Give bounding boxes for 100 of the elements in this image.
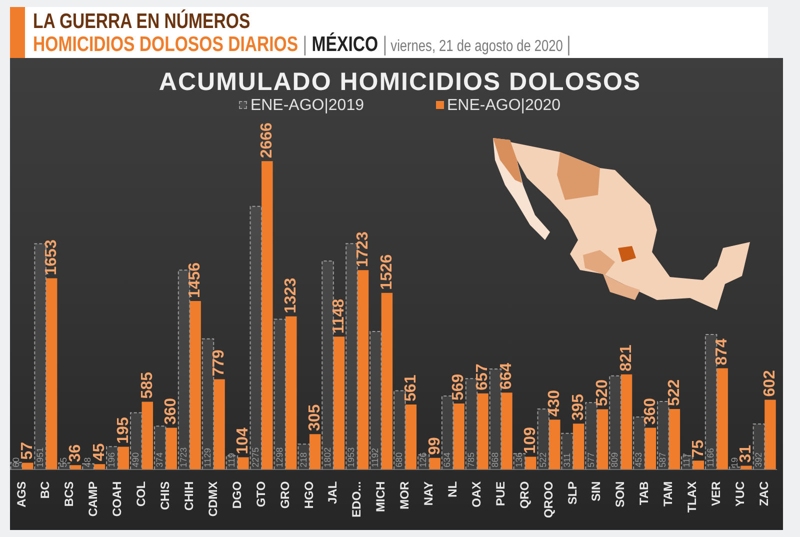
bar (596, 409, 608, 470)
x-tick-label: AGS (14, 481, 28, 508)
data-label: 31 (738, 444, 755, 463)
bar (46, 278, 58, 470)
bar (94, 464, 106, 470)
data-label: 522 (538, 452, 548, 468)
x-tick-label: QRO (517, 481, 532, 509)
data-label: 1148 (330, 298, 348, 334)
bar (357, 270, 369, 470)
x-tick-label: SLP (565, 481, 580, 505)
data-label: 99 (426, 436, 444, 455)
data-label: 1526 (378, 254, 396, 290)
bar (405, 404, 417, 470)
data-label: 453 (634, 452, 644, 468)
data-label: 374 (154, 452, 165, 468)
data-label: 1456 (186, 262, 204, 298)
x-tick-label: CHIS (158, 481, 172, 510)
data-label: 522 (666, 379, 683, 406)
x-tick-label: CAMP (86, 481, 100, 517)
data-label: 36 (66, 444, 84, 462)
data-label: 1951 (34, 447, 45, 468)
text: LA GUERRA EN NÚMEROS (33, 10, 250, 34)
bar (668, 408, 680, 470)
bar (262, 161, 273, 470)
x-tick-label: CDMX (206, 481, 220, 517)
x-tick-label: EDO... (350, 481, 364, 518)
data-label: 561 (402, 374, 420, 402)
bar (118, 446, 130, 470)
bar (525, 456, 536, 470)
bar (429, 458, 440, 470)
data-label: 360 (162, 398, 180, 425)
bar (238, 457, 249, 470)
bar (142, 402, 154, 470)
x-tick-label: MOR (398, 481, 412, 510)
data-label: 1298 (274, 447, 284, 468)
bar (166, 428, 177, 470)
data-label: 1323 (282, 278, 300, 314)
bar (764, 400, 776, 470)
x-tick-label: VER (709, 481, 723, 506)
x-tick-label: SIN (589, 481, 604, 502)
data-label: 57 (19, 442, 36, 460)
data-label: 809 (610, 452, 620, 468)
data-label: 195 (114, 416, 132, 444)
bar (453, 404, 464, 470)
data-label: 657 (474, 364, 492, 390)
data-label: 577 (586, 452, 596, 468)
data-label: 395 (570, 394, 587, 421)
bar (740, 466, 752, 470)
data-label: 520 (594, 379, 611, 406)
data-label: 75 (690, 440, 707, 458)
bar (549, 420, 560, 470)
x-tick-label: TLAX (685, 481, 700, 513)
data-label: 430 (546, 390, 564, 417)
x-tick-label: BC (38, 481, 52, 499)
x-tick-label: NL (445, 481, 460, 498)
bar (644, 428, 656, 470)
data-label: 680 (394, 452, 404, 468)
data-label: 1653 (42, 240, 60, 276)
data-label: 1723 (354, 231, 372, 268)
data-label: 785 (466, 452, 476, 468)
data-label: 360 (642, 398, 659, 425)
data-label: 602 (762, 370, 779, 397)
data-label: 569 (450, 374, 468, 401)
bar (692, 460, 704, 470)
bar (501, 392, 512, 470)
data-label: 1129 (202, 448, 212, 468)
data-label: 2275 (250, 447, 260, 468)
bar (572, 424, 584, 470)
bar (333, 336, 345, 470)
x-tick-label: YUC (732, 481, 747, 507)
data-label: 634 (442, 452, 452, 468)
x-tick-label: TAB (637, 481, 652, 506)
legend-label: ENE-AGO|2019 (250, 97, 364, 114)
data-label: 1802 (322, 447, 332, 468)
data-label: 874 (714, 338, 731, 366)
bar (214, 379, 225, 470)
x-tick-label: TAM (661, 481, 676, 506)
x-tick-label: QROO (541, 481, 556, 518)
bar (381, 292, 393, 470)
data-label: 821 (618, 344, 635, 372)
data-label: 664 (498, 362, 516, 390)
bar (477, 393, 488, 470)
data-label: 196 (106, 452, 117, 468)
data-label: 1192 (370, 448, 380, 468)
x-tick-label: NAY (422, 481, 436, 506)
data-label: 392 (753, 452, 764, 468)
data-label: 109 (522, 426, 540, 454)
data-label: 490 (130, 452, 141, 468)
x-tick-label: CHIH (182, 481, 196, 511)
bar (620, 374, 632, 470)
x-tick-label: JAL (326, 481, 340, 504)
legend-label: ENE-AGO|2020 (447, 97, 561, 114)
data-label: 119 (226, 452, 236, 468)
x-tick-label: OAX (469, 481, 484, 508)
bar (309, 434, 321, 470)
bar (285, 316, 297, 470)
bar (70, 465, 82, 470)
data-label: 104 (234, 428, 252, 454)
x-tick-label: GTO (254, 481, 268, 508)
bar (22, 462, 34, 470)
